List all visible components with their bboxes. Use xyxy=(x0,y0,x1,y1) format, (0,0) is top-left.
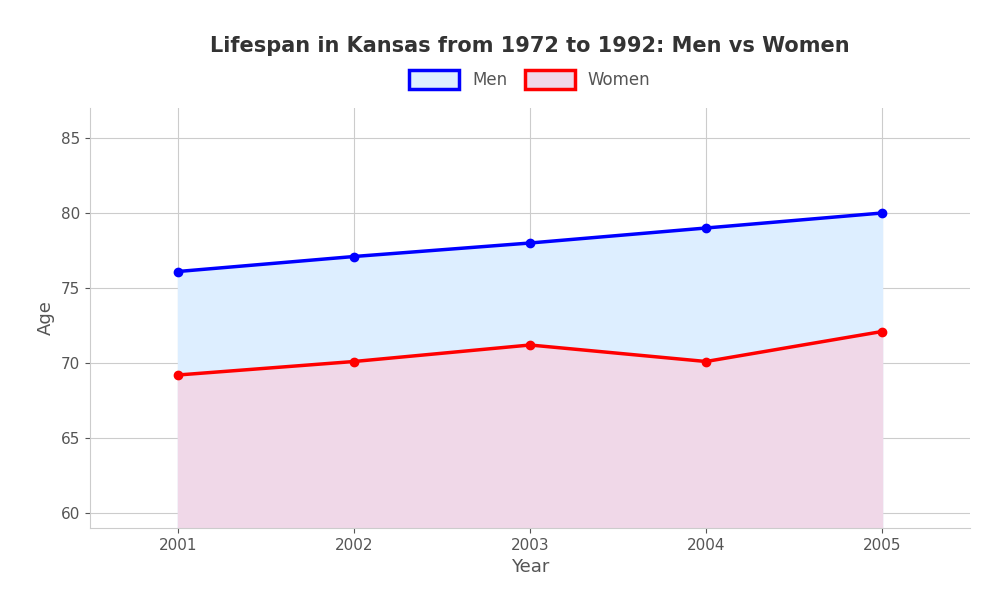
Women xyxy=(876,328,888,335)
Women xyxy=(348,358,360,365)
Legend: Men, Women: Men, Women xyxy=(401,62,659,98)
Title: Lifespan in Kansas from 1972 to 1992: Men vs Women: Lifespan in Kansas from 1972 to 1992: Me… xyxy=(210,37,850,56)
Y-axis label: Age: Age xyxy=(37,301,55,335)
Men xyxy=(700,224,712,232)
Line: Women: Women xyxy=(174,328,886,379)
Men xyxy=(524,239,536,247)
Men xyxy=(172,268,184,275)
X-axis label: Year: Year xyxy=(511,558,549,576)
Women xyxy=(524,341,536,349)
Women xyxy=(700,358,712,365)
Men xyxy=(876,209,888,217)
Line: Men: Men xyxy=(174,209,886,275)
Women xyxy=(172,371,184,379)
Men xyxy=(348,253,360,260)
